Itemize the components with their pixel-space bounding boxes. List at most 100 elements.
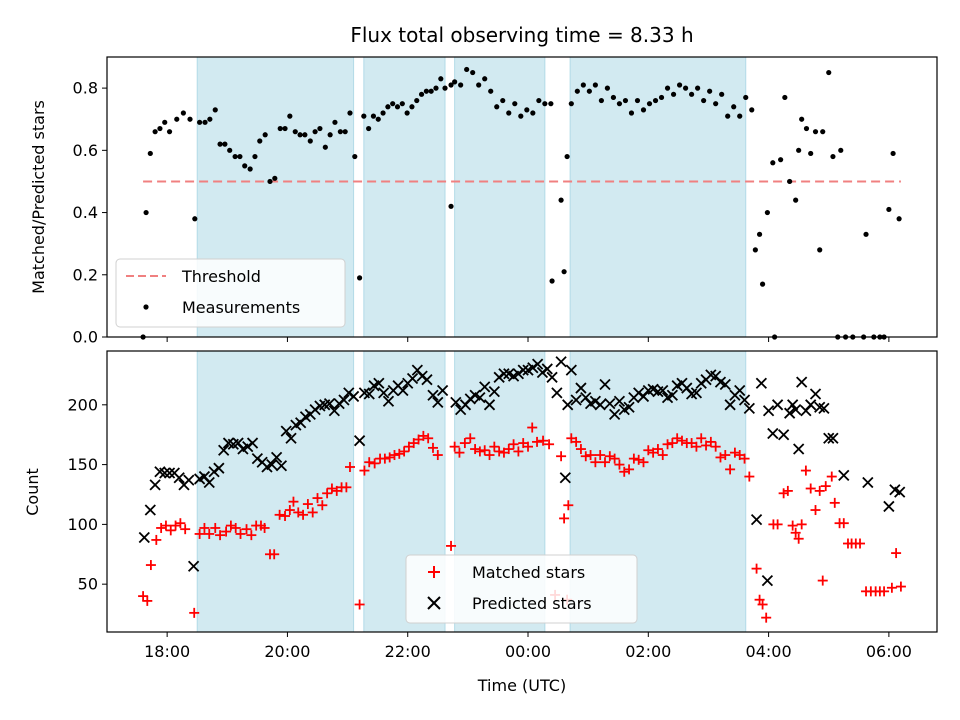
- measurement-point: [207, 116, 213, 122]
- matched-star-marker: [259, 522, 270, 533]
- predicted-star-marker: [551, 387, 563, 399]
- predicted-star-marker: [604, 397, 616, 410]
- predicted-star-marker: [517, 364, 529, 376]
- measurement-point: [390, 101, 396, 107]
- measurement-point: [366, 125, 372, 132]
- matched-star-marker: [715, 452, 726, 463]
- predicted-star-marker: [144, 504, 156, 516]
- measurement-point: [580, 82, 586, 88]
- predicted-star-marker: [483, 399, 496, 411]
- measurement-point: [307, 138, 313, 144]
- bottom-legend: Matched stars Predicted stars: [405, 554, 638, 624]
- matched-star-marker: [800, 465, 811, 476]
- predicted-star-marker: [532, 358, 544, 370]
- matched-star-marker: [269, 549, 280, 560]
- matched-star-marker: [215, 530, 226, 541]
- matched-star-marker: [523, 441, 534, 452]
- matched-star-marker: [241, 524, 252, 535]
- measurement-point: [327, 132, 333, 138]
- matched-star-marker: [886, 582, 897, 593]
- predicted-star-marker: [450, 396, 462, 409]
- predicted-star-marker: [767, 427, 779, 440]
- predicted-star-marker: [270, 451, 283, 464]
- measurement-point: [610, 94, 617, 101]
- measurement-point: [414, 97, 420, 104]
- measurement-point: [180, 110, 186, 116]
- top-legend-box: [115, 258, 346, 328]
- top-axes-frame: [106, 56, 938, 338]
- measurement-point: [237, 153, 243, 160]
- measurement-point: [542, 101, 548, 107]
- matched-star-marker: [787, 520, 798, 531]
- measurement-point: [482, 76, 488, 82]
- y-tick-label: 0.2: [73, 265, 98, 284]
- measurement-point: [838, 147, 844, 153]
- measurement-point: [812, 129, 819, 135]
- measurement-point: [217, 141, 223, 147]
- matched-star-marker: [142, 595, 153, 606]
- matched-star-marker: [389, 450, 400, 461]
- predicted-star-marker: [159, 467, 171, 479]
- matched-star-marker: [895, 581, 906, 592]
- measurement-point: [863, 231, 869, 237]
- observing-window-1: [196, 350, 355, 633]
- measurement-point: [342, 129, 348, 135]
- matched-star-marker: [432, 450, 443, 461]
- matched-star-marker: [595, 450, 606, 461]
- matched-star-marker: [662, 439, 673, 450]
- measurement-point: [272, 175, 278, 181]
- measurement-point: [404, 110, 410, 116]
- predicted-star-marker: [203, 476, 215, 489]
- matched-star-marker: [454, 447, 465, 458]
- matched-star-marker: [705, 436, 716, 447]
- predicted-star-marker: [213, 462, 225, 474]
- measurement-point: [464, 66, 470, 73]
- matched-star-marker: [676, 435, 687, 446]
- measurements-legend-label: Measurements: [182, 298, 300, 317]
- measurement-point: [808, 150, 814, 157]
- matched-star-marker: [230, 522, 241, 533]
- measurement-point: [652, 97, 659, 104]
- measurement-point: [332, 119, 338, 125]
- matched-star-marker: [494, 446, 505, 457]
- predicted-star-marker: [488, 386, 500, 398]
- top-y-axis: 0.0 0.2 0.4 0.6 0.8: [73, 79, 107, 347]
- measurement-point: [787, 178, 793, 185]
- predicted-star-marker: [363, 388, 375, 400]
- matched-star-marker: [691, 441, 702, 452]
- predicted-star-marker: [421, 374, 433, 386]
- predicted-star-marker: [373, 377, 385, 389]
- measurement-point: [385, 104, 391, 110]
- y-tick-label: 0.8: [73, 79, 98, 98]
- predicted-star-marker: [479, 381, 491, 393]
- measurement-point: [352, 153, 358, 160]
- measurement-point: [438, 76, 444, 82]
- matched-star-marker: [474, 446, 485, 457]
- measurement-point: [174, 116, 180, 122]
- predicted-star-marker: [187, 560, 200, 572]
- ratio-panel: 0.00.20.40.60.8 Matched/Predicted stars …: [29, 56, 938, 347]
- measurement-point: [695, 85, 701, 91]
- predicted-star-marker: [347, 390, 360, 403]
- predicted-stars-points: [138, 356, 906, 587]
- predicted-star-marker: [608, 408, 621, 421]
- top-legend: Threshold Measurements: [115, 258, 346, 328]
- matched-star-marker: [657, 450, 668, 461]
- matched-star-marker: [160, 520, 171, 531]
- matched-star-marker: [221, 526, 232, 537]
- matched-star-marker: [369, 458, 380, 469]
- matched-star-marker: [302, 499, 313, 510]
- measurement-point: [143, 209, 149, 216]
- matched-star-marker: [729, 447, 740, 458]
- measurements-legend-swatch: [143, 304, 149, 310]
- predicted-star-marker: [382, 395, 395, 407]
- measurement-point: [793, 197, 799, 203]
- matched-star-marker: [826, 471, 837, 482]
- matched-star-marker: [604, 451, 615, 462]
- matched-star-marker: [194, 528, 205, 539]
- bottom-axes-frame: [106, 350, 938, 633]
- predicted-star-marker: [894, 486, 906, 498]
- measurement-point: [616, 101, 623, 107]
- x-tick-label: 04:00: [746, 642, 792, 661]
- matched-star-marker: [280, 511, 291, 522]
